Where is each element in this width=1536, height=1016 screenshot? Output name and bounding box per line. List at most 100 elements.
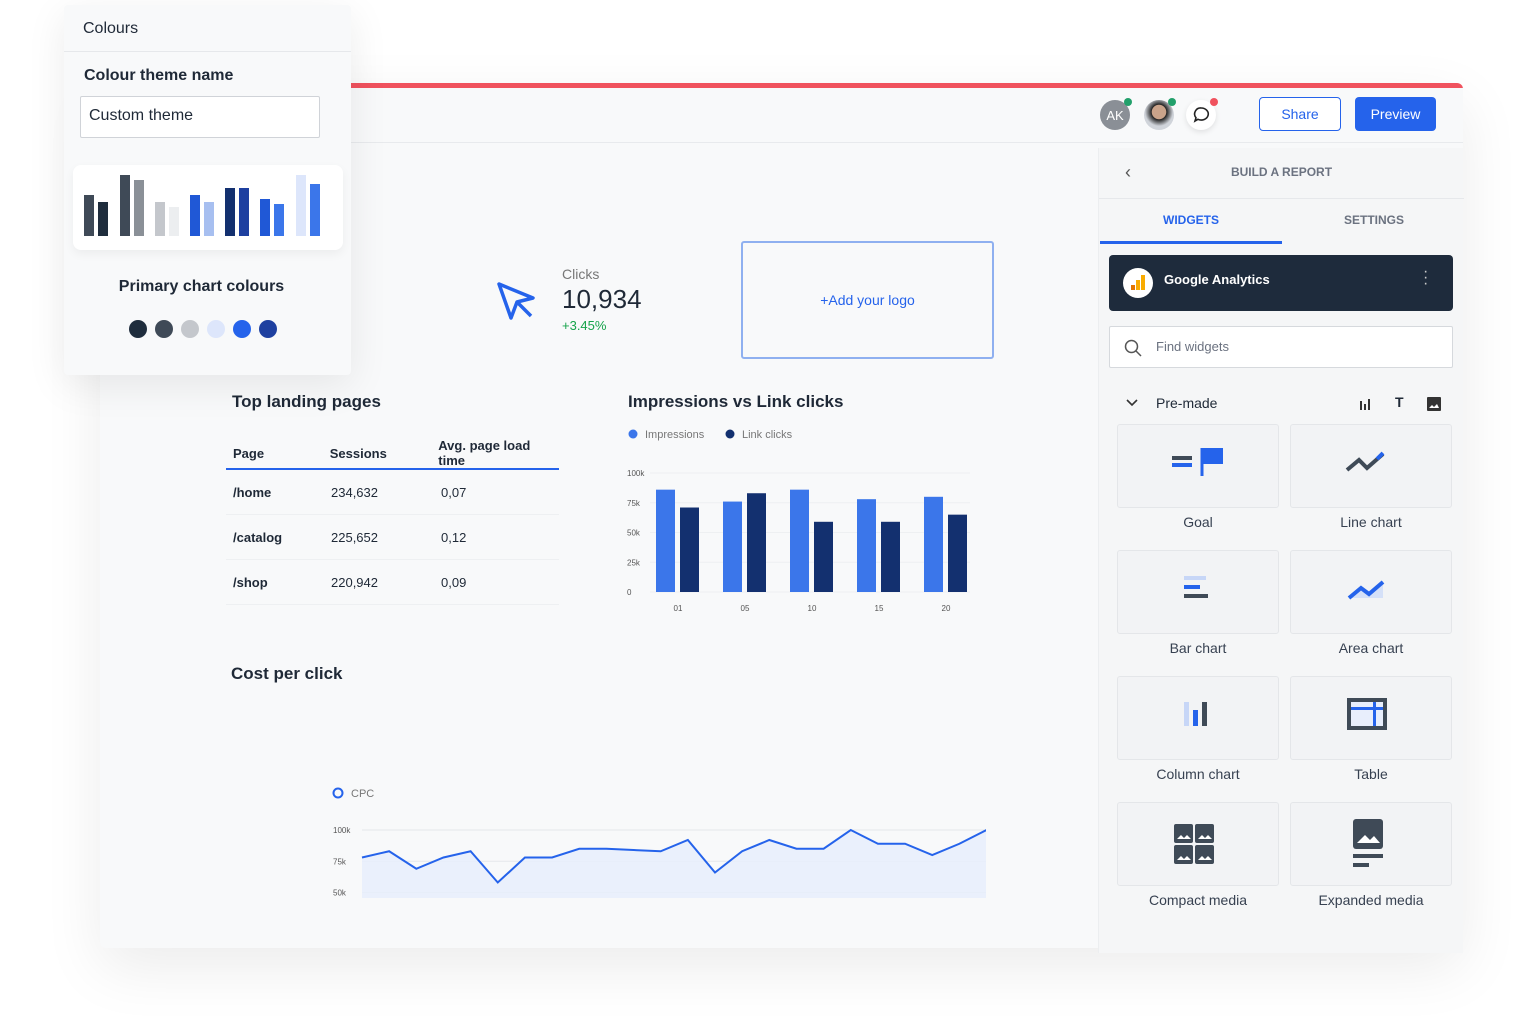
colours-panel: Colours Colour theme name Custom theme P… xyxy=(64,5,351,375)
colour-swatch[interactable] xyxy=(207,320,225,338)
more-options-icon[interactable]: · · · xyxy=(1423,263,1429,292)
collapse-chevron-icon[interactable] xyxy=(1126,395,1138,411)
image-filter-icon[interactable] xyxy=(1427,397,1441,411)
compact-media-icon xyxy=(1174,824,1214,864)
bar xyxy=(881,521,900,592)
primary-colours-label: Primary chart colours xyxy=(118,278,285,295)
table-cell: /home xyxy=(233,484,272,500)
cpc-area-chart: CPC025k50k75k100k01020304050607080910101… xyxy=(332,787,986,898)
y-tick-label: 50k xyxy=(333,889,347,898)
area-fill xyxy=(362,830,986,898)
theme-name-label: Colour theme name xyxy=(84,67,234,84)
avatar-initials: AK xyxy=(1106,107,1124,123)
legend-marker xyxy=(332,787,344,799)
colour-swatch[interactable] xyxy=(181,320,199,338)
google-analytics-icon xyxy=(1123,268,1153,298)
x-tick-label: 15 xyxy=(875,604,884,613)
area-chart-icon xyxy=(1347,580,1385,600)
widget-tile-area-chart[interactable] xyxy=(1290,550,1452,634)
widget-label: Compact media xyxy=(1148,892,1248,908)
preview-button[interactable]: Preview xyxy=(1355,97,1436,131)
widget-tile-table[interactable] xyxy=(1290,676,1452,760)
legend-marker xyxy=(725,429,735,439)
colour-swatch[interactable] xyxy=(233,320,251,338)
bar xyxy=(924,496,943,592)
widget-tile-compact-media[interactable] xyxy=(1117,802,1279,886)
widget-tile-column-chart[interactable] xyxy=(1117,676,1279,760)
widget-label: Bar chart xyxy=(1169,640,1227,656)
widget-tile-line-chart[interactable] xyxy=(1290,424,1452,508)
avatar[interactable]: AK xyxy=(1100,98,1132,130)
y-tick-label: 0 xyxy=(627,588,632,597)
y-tick-label: 75k xyxy=(627,499,641,508)
table-row[interactable]: /catalog 225,652 0,12 xyxy=(226,515,559,560)
colour-swatch[interactable] xyxy=(259,320,277,338)
line-chart-title: Cost per click xyxy=(231,664,343,683)
x-tick-label: 05 xyxy=(741,604,750,613)
section-premade: Pre-made xyxy=(1156,395,1218,411)
table-cell: 0,07 xyxy=(441,484,467,500)
widget-label: Column chart xyxy=(1156,766,1240,782)
back-chevron-icon[interactable]: ‹ xyxy=(1125,162,1131,182)
table-title: Top landing pages xyxy=(232,392,381,411)
legend-label: CPC xyxy=(351,788,374,800)
report-window: AK Share Preview Clicks 10,934 +3.45% +A… xyxy=(100,83,1464,953)
table-row[interactable]: /home 234,632 0,07 xyxy=(226,470,559,515)
comment-icon[interactable] xyxy=(1186,98,1218,130)
find-widgets-input[interactable]: Find widgets xyxy=(1109,326,1453,368)
legend-label: Impressions xyxy=(645,429,705,441)
widget-tile-expanded-media[interactable] xyxy=(1290,802,1452,886)
widget-label: Goal xyxy=(1183,514,1213,530)
kpi-label: Clicks xyxy=(562,266,600,282)
bar xyxy=(790,489,809,592)
col-load-time: Avg. page load time xyxy=(438,438,531,468)
user-photo-avatar[interactable] xyxy=(1144,98,1176,130)
y-tick-label: 25k xyxy=(627,558,641,567)
table-cell: /catalog xyxy=(233,529,283,545)
widget-tile-bar-chart[interactable] xyxy=(1117,550,1279,634)
widget-label: Table xyxy=(1354,766,1388,782)
x-tick-label: 20 xyxy=(942,604,951,613)
y-tick-label: 100k xyxy=(333,826,351,835)
bar xyxy=(814,521,833,592)
y-tick-label: 50k xyxy=(627,529,641,538)
theme-name-input[interactable]: Custom theme xyxy=(80,96,320,138)
widget-tile-goal[interactable] xyxy=(1117,424,1279,508)
col-sessions: Sessions xyxy=(329,445,387,461)
colour-swatch[interactable] xyxy=(155,320,173,338)
widget-label: Line chart xyxy=(1340,514,1402,530)
table-row[interactable]: /shop 220,942 0,09 xyxy=(226,560,559,605)
y-tick-label: 75k xyxy=(333,857,347,866)
table-cell: /shop xyxy=(233,574,268,590)
column-chart-icon xyxy=(1184,702,1207,726)
colours-title: Colours xyxy=(83,20,139,37)
bar-chart-icon xyxy=(1184,576,1208,598)
colour-swatches xyxy=(129,320,277,338)
table-cell: 234,632 xyxy=(331,484,378,500)
bar-chart-title: Impressions vs Link clicks xyxy=(628,392,844,411)
widget-label: Expanded media xyxy=(1318,892,1424,908)
kpi-change: +3.45% xyxy=(562,318,607,333)
build-report-panel: ‹ BUILD A REPORT WIDGETS SETTINGS Google… xyxy=(1098,148,1464,953)
widget-label: Area chart xyxy=(1338,640,1404,656)
landing-pages-table: Page Sessions Avg. page load time /home 2… xyxy=(226,438,559,605)
data-source-card[interactable]: Google Analytics · · · xyxy=(1109,255,1453,311)
share-button[interactable]: Share xyxy=(1259,97,1341,131)
table-cell: 0,12 xyxy=(441,529,467,545)
chart-filter-icon[interactable] xyxy=(1359,398,1371,410)
goal-icon xyxy=(1172,448,1223,476)
search-placeholder: Find widgets xyxy=(1156,339,1229,354)
table-cell: 225,652 xyxy=(331,529,378,545)
tab-settings[interactable]: SETTINGS xyxy=(1343,213,1404,227)
legend-marker xyxy=(628,429,638,439)
bar xyxy=(857,499,876,592)
impressions-bar-chart: Impressions Link clicks 0 25k 50k 75k 100k 01 05… xyxy=(627,429,970,613)
text-filter-icon[interactable]: T xyxy=(1395,394,1404,410)
add-logo-placeholder[interactable]: +Add your logo xyxy=(741,241,994,359)
table-icon xyxy=(1347,698,1387,730)
colour-swatch[interactable] xyxy=(129,320,147,338)
bar xyxy=(723,501,742,592)
tab-widgets[interactable]: WIDGETS xyxy=(1100,213,1282,244)
y-tick-label: 100k xyxy=(627,469,645,478)
bar xyxy=(656,489,675,592)
